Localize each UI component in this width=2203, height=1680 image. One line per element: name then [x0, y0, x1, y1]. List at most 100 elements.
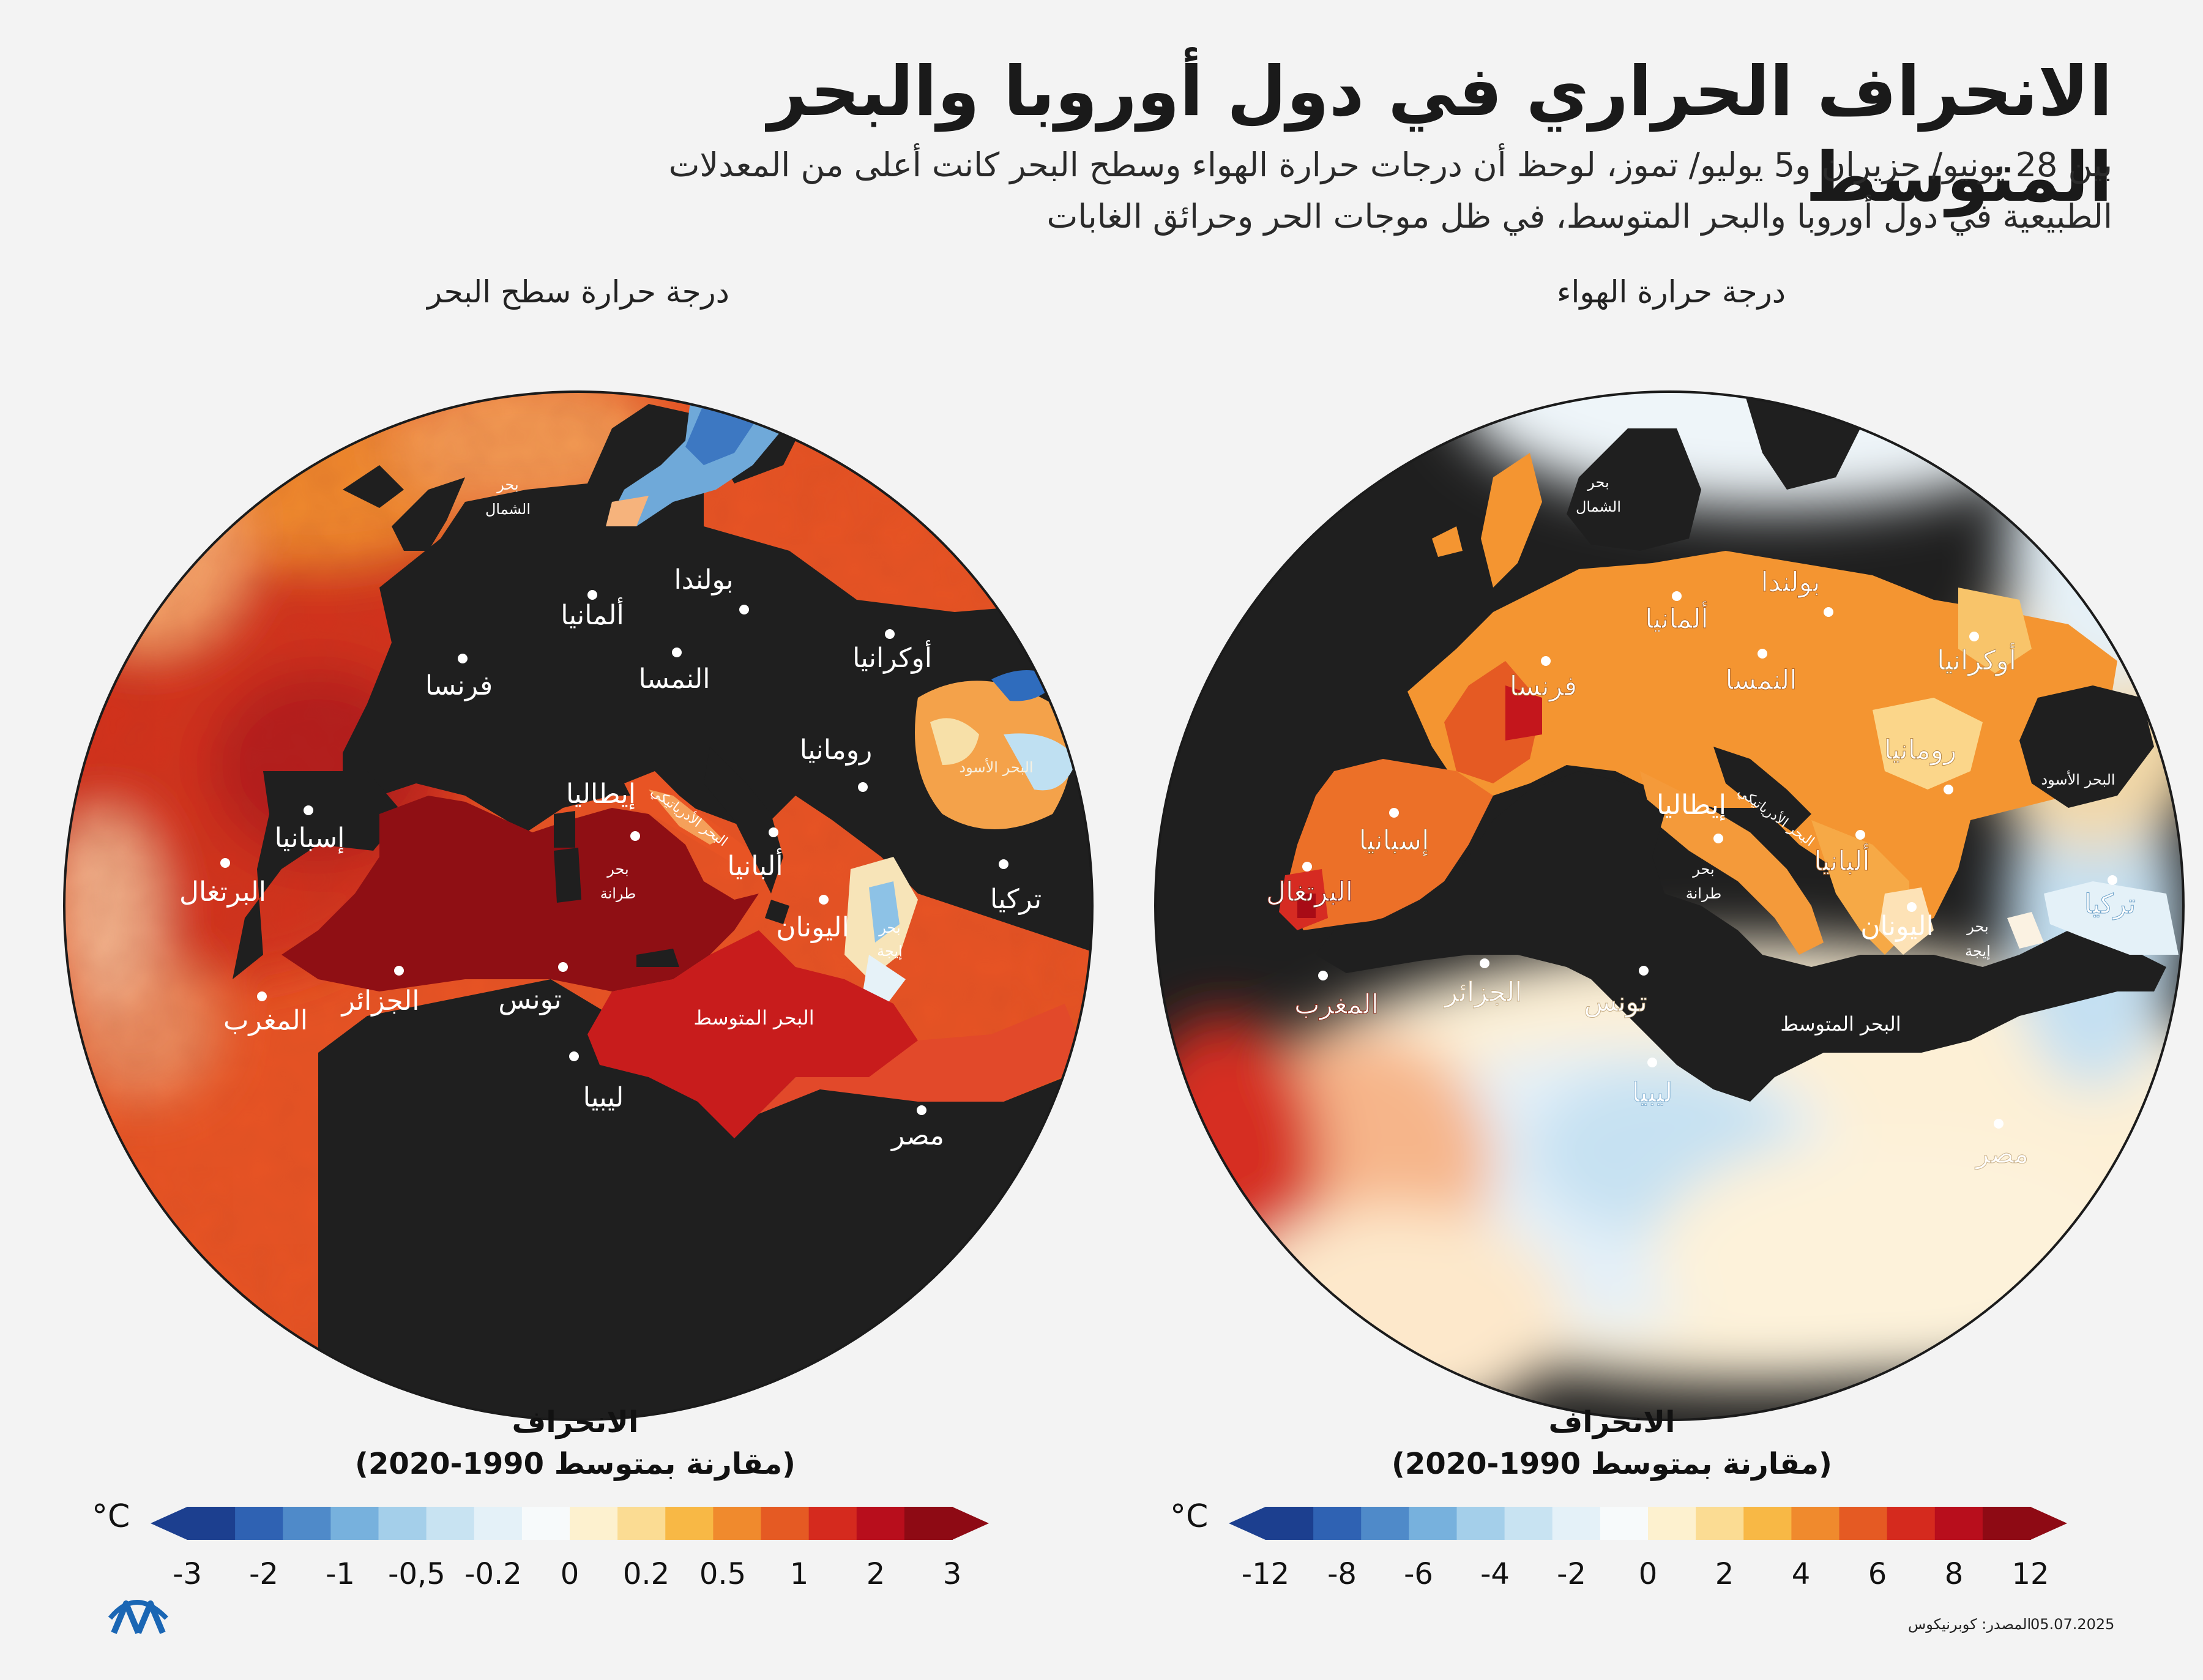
sea-legend-swatch	[283, 1507, 332, 1540]
city-dot	[257, 991, 267, 1001]
sea-legend-tick-label: 2	[867, 1557, 885, 1591]
label-turkey: تركيا	[990, 884, 1042, 915]
air-legend-swatch	[1266, 1507, 1314, 1540]
label-tunisia: تونس	[498, 984, 561, 1015]
air-temperature-color-legend: -12 -8 -6 -4 -2 0 2 4 6 8 12	[1229, 1507, 2067, 1591]
label-algeria: الجزائر	[1443, 977, 1522, 1008]
label-poland: بولندا	[674, 564, 734, 595]
label-tyrrhenian-line1: بحر	[606, 861, 628, 878]
label-germany: ألمانيا	[561, 597, 624, 631]
sea-legend-swatch	[856, 1507, 905, 1540]
sea-legend-arrow-low	[151, 1507, 187, 1540]
air-legend-tick-label: 6	[1868, 1557, 1887, 1591]
label-aegean-line2: إيجة	[877, 943, 903, 960]
sea-legend-swatch	[713, 1507, 762, 1540]
sea-legend-swatch	[904, 1507, 953, 1540]
infographic-title: الانحراف الحراري في دول أوروبا والبحر ال…	[767, 52, 2112, 217]
label-black-sea: البحر الأسود	[2041, 771, 2115, 788]
label-poland: بولندا	[1761, 567, 1821, 598]
label-aegean-line1: بحر	[1966, 918, 1988, 935]
air-legend-title-line2: (مقارنة بمتوسط 1990-2020)	[1392, 1447, 1832, 1481]
label-tunisia: تونس	[1584, 987, 1647, 1018]
label-romania: رومانيا	[1884, 734, 1956, 766]
sea-legend-title: الانحراف (مقارنة بمتوسط 1990-2020)	[269, 1402, 881, 1485]
city-dot	[630, 831, 640, 841]
label-france: فرنسا	[425, 670, 493, 701]
label-ukraine: أوكرانيا	[1937, 643, 2016, 676]
city-dot	[1302, 862, 1312, 872]
label-greece: اليونان	[1860, 911, 1934, 942]
label-austria: النمسا	[1725, 665, 1797, 696]
label-north-sea-line1: بحر	[496, 476, 518, 493]
sea-legend-swatch	[761, 1507, 810, 1540]
city-dot	[304, 805, 313, 815]
city-dot	[819, 895, 829, 905]
air-legend-swatch	[1504, 1507, 1553, 1540]
city-dot	[1758, 649, 1767, 659]
city-dot	[1672, 591, 1682, 601]
city-dot	[1855, 830, 1865, 840]
sea-legend-unit: °C	[92, 1498, 130, 1535]
city-dot	[1969, 632, 1979, 641]
label-austria: النمسا	[638, 663, 710, 695]
city-dot	[999, 859, 1008, 869]
data-source: المصدر: كوبرنيكوس	[1908, 1616, 2032, 1633]
air-legend-tick-label: -6	[1404, 1557, 1433, 1591]
city-dot	[917, 1105, 926, 1115]
label-portugal: البرتغال	[179, 876, 266, 908]
sea-legend-swatch	[521, 1507, 570, 1540]
sea-legend-tick-label: 1	[790, 1557, 809, 1591]
label-spain: إسبانيا	[275, 823, 345, 854]
label-morocco: المغرب	[1294, 989, 1379, 1020]
air-legend-swatch	[1552, 1507, 1601, 1540]
city-dot	[739, 605, 749, 614]
air-legend-swatch	[1456, 1507, 1505, 1540]
label-egypt: مصر	[1975, 1138, 2029, 1170]
label-libya: ليبيا	[583, 1082, 624, 1113]
city-dot	[1480, 958, 1489, 968]
air-legend-tick-label: 0	[1639, 1557, 1658, 1591]
city-dot	[587, 590, 597, 600]
subtitle-line-2: الطبيعية في دول أوروبا والبحر المتوسط، ف…	[1046, 197, 2112, 236]
label-tyrrhenian-line1: بحر	[1692, 861, 1714, 878]
label-turkey: تركيا	[2084, 889, 2136, 920]
air-legend-swatch	[1887, 1507, 1936, 1540]
sea-legend-tick-label: -2	[249, 1557, 278, 1591]
city-dot	[1824, 607, 1833, 617]
air-legend-arrow-high	[2030, 1507, 2067, 1540]
label-greece: اليونان	[776, 912, 849, 943]
label-spain: إسبانيا	[1359, 825, 1430, 856]
sea-temperature-map-title: درجة حرارة سطح البحر	[427, 274, 729, 310]
sea-legend-swatch	[378, 1507, 427, 1540]
sea-legend-swatch	[665, 1507, 714, 1540]
air-temperature-globe	[1155, 392, 2183, 1420]
air-legend-arrow-low	[1229, 1507, 1266, 1540]
city-dot	[1944, 785, 1953, 794]
air-map-sea	[1316, 392, 2166, 1102]
air-legend-swatch	[1361, 1507, 1410, 1540]
air-legend-tick-label: -2	[1557, 1557, 1586, 1591]
sea-legend-swatch	[426, 1507, 475, 1540]
label-algeria: الجزائر	[340, 985, 419, 1017]
sea-legend-swatch	[474, 1507, 523, 1540]
air-legend-unit: °C	[1170, 1498, 1209, 1535]
sea-legend-tick-label: -0,5	[388, 1557, 445, 1591]
sea-legend-tick-label: -1	[326, 1557, 355, 1591]
label-morocco: المغرب	[223, 1005, 308, 1036]
city-dot	[1713, 834, 1723, 843]
air-legend-swatch	[1648, 1507, 1697, 1540]
sea-legend-swatch	[617, 1507, 666, 1540]
city-dot	[1318, 971, 1328, 980]
sea-legend-swatch	[330, 1507, 379, 1540]
sea-legend-tick-label: -0.2	[464, 1557, 522, 1591]
sea-map-labels: بحر الشمال ألمانيا بولندا فرنسا النمسا أ…	[179, 476, 1042, 1151]
air-legend-swatch	[1791, 1507, 1840, 1540]
air-legend-swatch	[1839, 1507, 1888, 1540]
label-italy: إيطاليا	[1657, 790, 1726, 821]
aa-logo	[108, 1600, 168, 1634]
air-legend-title-line1: الانحراف	[1548, 1405, 1676, 1439]
sea-legend-swatch	[808, 1507, 857, 1540]
city-dot	[858, 782, 868, 792]
air-legend-swatch	[1743, 1507, 1792, 1540]
